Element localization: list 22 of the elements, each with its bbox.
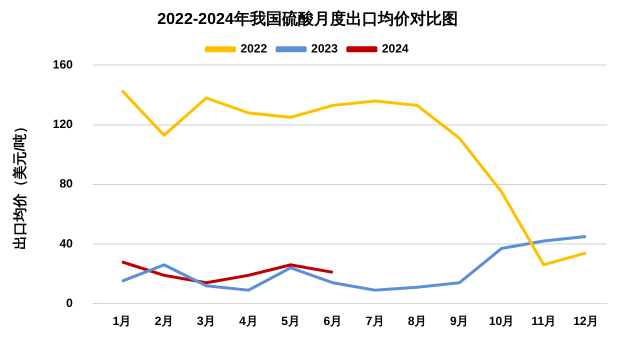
legend-label: 2022	[240, 42, 268, 56]
x-tick-label: 5月	[281, 314, 300, 328]
x-tick-label: 12月	[573, 314, 599, 328]
y-tick-label: 120	[52, 117, 74, 132]
x-tick-label: 11月	[531, 314, 556, 328]
y-tick-label: 40	[59, 236, 74, 250]
x-tick-label: 9月	[450, 314, 469, 328]
x-tick-label: 7月	[366, 314, 384, 328]
y-tick-label: 80	[59, 176, 74, 191]
x-tick-label: 4月	[239, 314, 258, 328]
x-tick-label: 1月	[112, 314, 132, 328]
x-tick-label: 2月	[154, 314, 174, 328]
x-tick-label: 8月	[408, 314, 427, 328]
x-tick-label: 6月	[323, 314, 342, 328]
y-tick-label: 160	[52, 58, 74, 72]
legend-label: 2023	[311, 42, 338, 56]
legend-label: 2024	[382, 42, 409, 56]
y-axis-title: 出口均价（美元/吨）	[11, 119, 28, 250]
chart-title: 2022-2024年我国硫酸月度出口均价对比图	[157, 9, 458, 28]
x-tick-label: 10月	[488, 314, 514, 328]
x-tick-label: 3月	[196, 314, 216, 328]
y-tick-label: 0	[66, 296, 74, 310]
